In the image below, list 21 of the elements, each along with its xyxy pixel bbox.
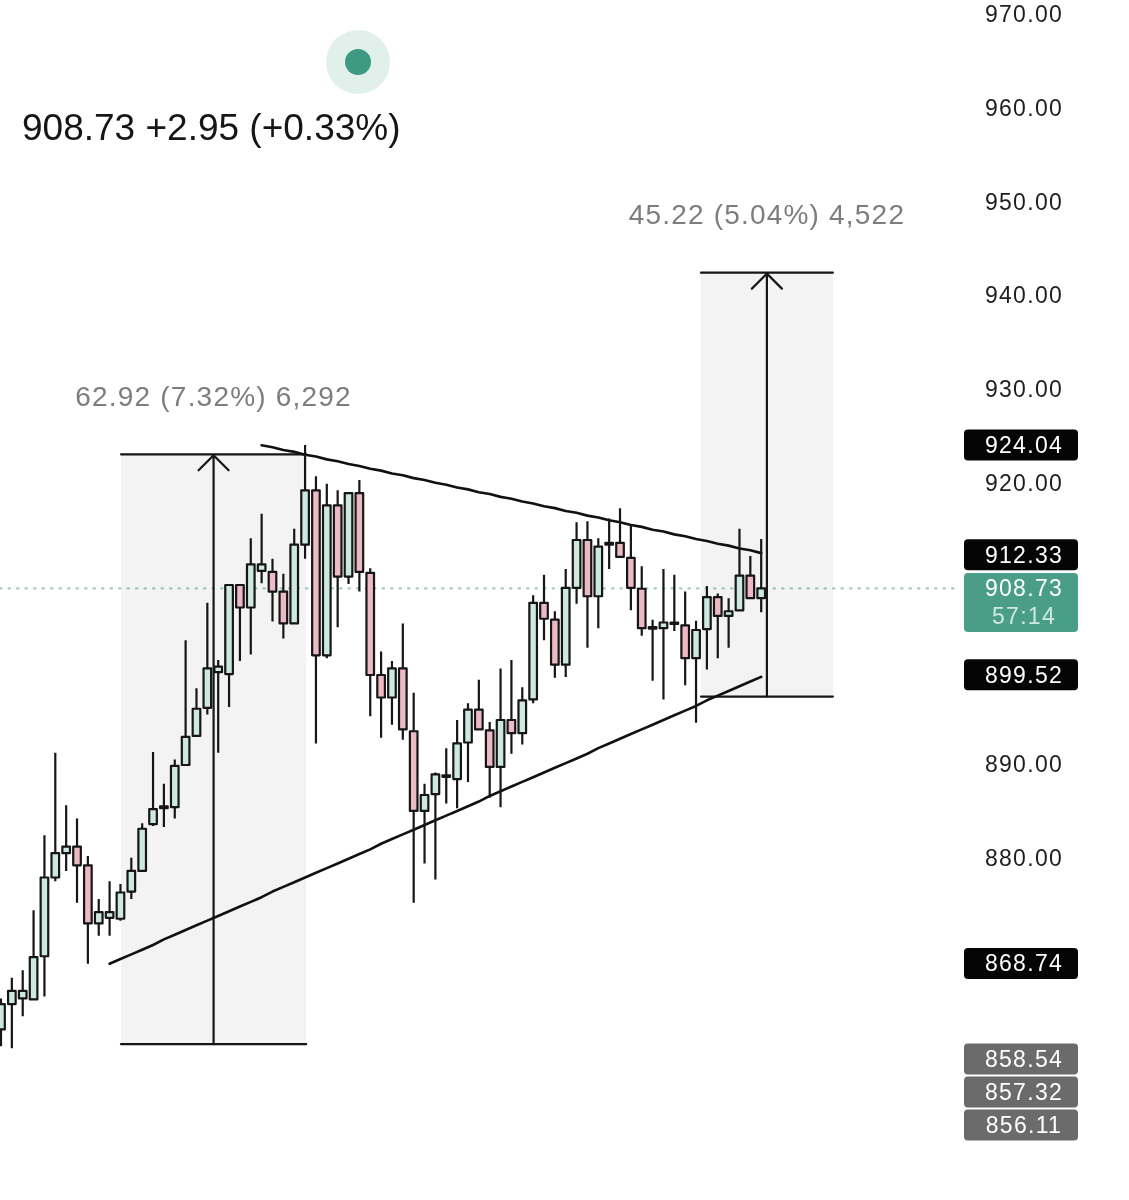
ref-line-label: 908.73 <box>984 575 1064 602</box>
text: 908.73 +2.95 (+0.33%) <box>22 106 401 148</box>
y-tick-label: 880.00 <box>984 844 1064 871</box>
text: 868.74 <box>984 950 1064 977</box>
text: 857.32 <box>984 1079 1064 1105</box>
y-tick-label: 890.00 <box>984 751 1064 778</box>
y-tick-label: 920.00 <box>984 469 1064 496</box>
y-tick-label: 940.00 <box>984 282 1064 309</box>
y-tick-label: 930.00 <box>984 376 1064 403</box>
y-tick-label: 970.00 <box>984 1 1064 28</box>
text: 912.33 <box>984 541 1064 568</box>
text: 899.52 <box>984 661 1064 688</box>
text: 856.11 <box>985 1112 1063 1138</box>
candlestick <box>191 687 202 738</box>
y-tick-label: 950.00 <box>984 188 1064 215</box>
y-tick-label: 960.00 <box>984 94 1064 121</box>
band-label: 62.92 (7.32%) 6,292 <box>75 380 352 412</box>
band-label: 45.22 (5.04%) 4,522 <box>628 199 906 231</box>
text: 924.04 <box>984 432 1064 458</box>
text: 858.54 <box>984 1046 1064 1072</box>
text: 57:14 <box>991 603 1057 630</box>
